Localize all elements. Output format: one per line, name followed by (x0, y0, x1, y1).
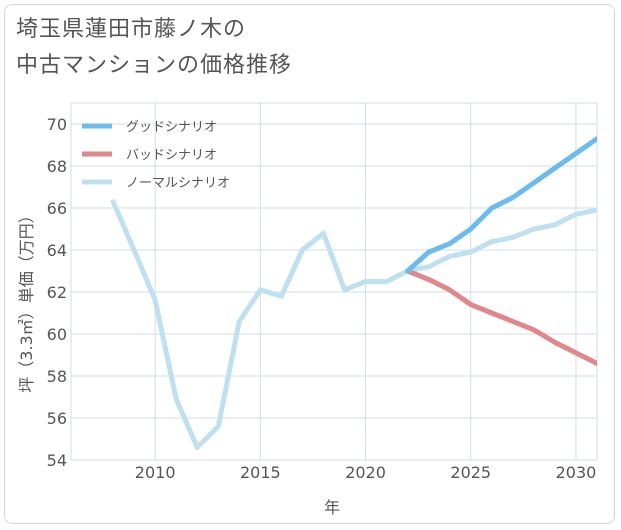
chart-title-line-2: 中古マンションの価格推移 (16, 53, 293, 78)
y-tick-label: 70 (47, 115, 67, 134)
y-axis-label: 坪（3.3㎡）単価（万円） (17, 207, 36, 392)
legend-label: バッドシナリオ (126, 148, 217, 163)
y-tick-label: 58 (47, 367, 67, 386)
x-tick-label: 2020 (345, 463, 386, 482)
y-tick-label: 68 (47, 157, 67, 176)
series-line (110, 199, 597, 450)
series-line (405, 268, 597, 366)
legend-label: ノーマルシナリオ (126, 176, 230, 191)
series-line (405, 136, 597, 274)
legend-label: グッドシナリオ (126, 120, 217, 135)
x-tick-label: 2030 (556, 463, 597, 482)
y-tick-label: 64 (47, 241, 67, 260)
y-tick-label: 62 (47, 283, 67, 302)
y-tick-label: 54 (47, 451, 67, 470)
x-axis-label: 年 (324, 498, 340, 517)
x-tick-label: 2015 (240, 463, 281, 482)
chart-title-line-1: 埼玉県蓮田市藤ノ木の (16, 17, 247, 42)
chart-card (4, 4, 615, 524)
x-tick-label: 2025 (450, 463, 491, 482)
chart-title: 埼玉県蓮田市藤ノ木の 中古マンションの価格推移 (16, 12, 292, 84)
y-tick-label: 66 (47, 199, 67, 218)
x-tick-label: 2010 (135, 463, 176, 482)
y-tick-label: 56 (47, 409, 67, 428)
y-tick-label: 60 (47, 325, 67, 344)
